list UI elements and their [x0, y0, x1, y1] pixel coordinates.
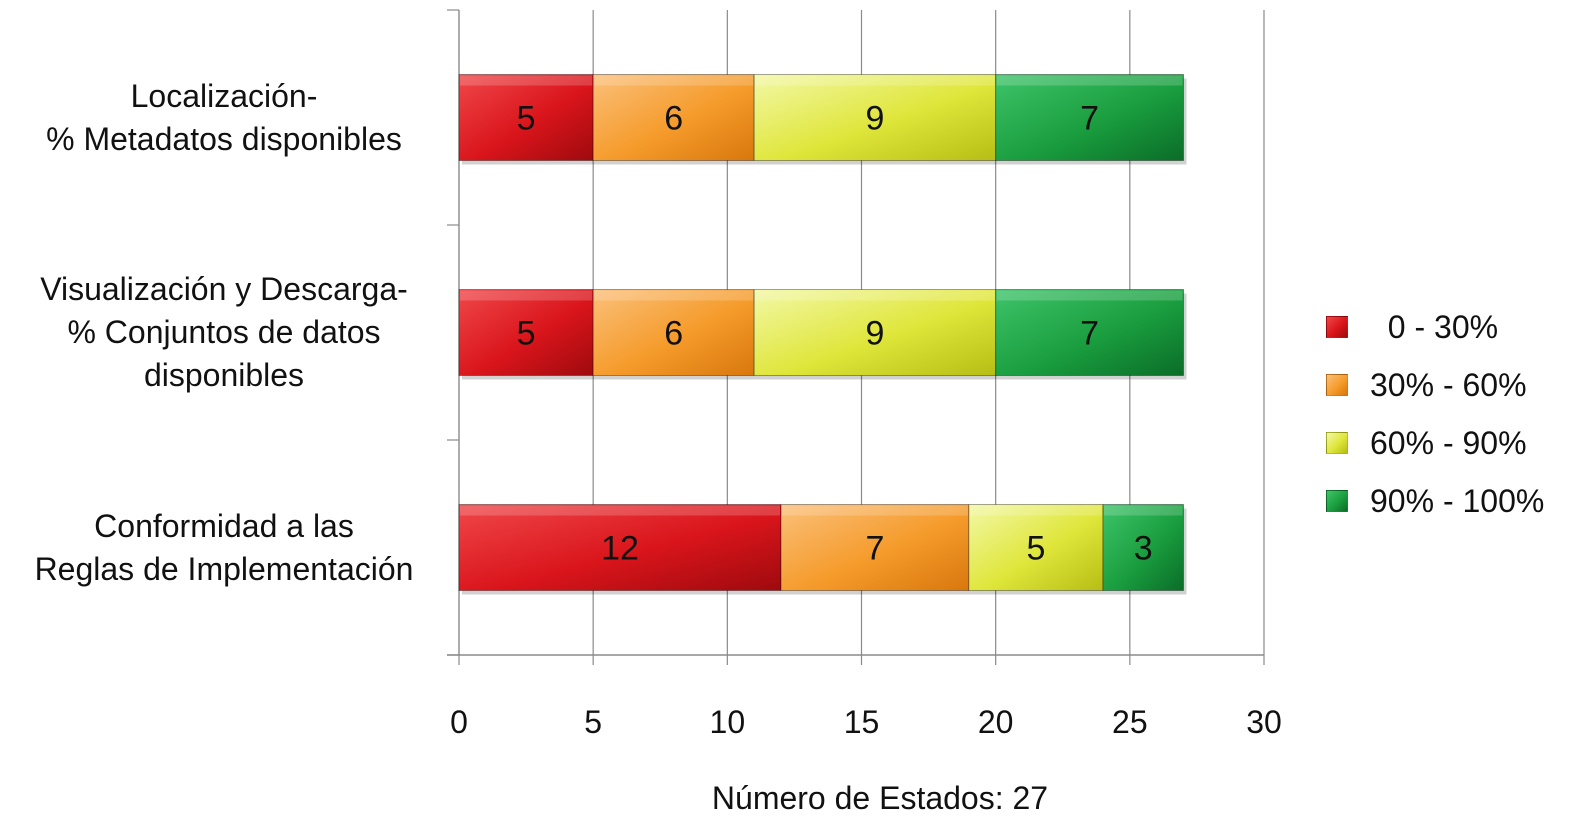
bar-segment-1-3 — [753, 74, 997, 161]
bars: 5 6 9 7 5 6 9 7 12 7 5 3 — [458, 74, 1187, 595]
bar-segment-2-3 — [753, 289, 997, 376]
x-tick-label: 20 — [978, 704, 1014, 740]
bar-highlight — [782, 505, 968, 516]
category-label-line: % Conjuntos de datos — [67, 314, 381, 350]
bar-highlight — [594, 75, 754, 86]
bar-highlight — [460, 290, 593, 301]
x-tick-label: 25 — [1112, 704, 1148, 740]
bar-segment-3-4 — [1102, 504, 1184, 591]
category-label-line: disponibles — [143, 357, 305, 393]
bar-segment-3-3 — [968, 504, 1104, 591]
bar-highlight — [755, 75, 995, 86]
legend-swatch — [1326, 432, 1348, 454]
legend-label: 90% - 100% — [1370, 482, 1545, 519]
data-label: 7 — [865, 530, 884, 568]
bar-segment-2-2 — [592, 289, 755, 376]
data-label: 5 — [517, 100, 536, 138]
bar-segment-3-2 — [780, 504, 970, 591]
category-label: Visualización y Descarga- % Conjuntos de … — [0, 268, 448, 397]
bar-highlight — [996, 290, 1183, 301]
legend: 0 - 30% 30% - 60% 60% - 90% 90% - 100% — [1326, 298, 1544, 530]
x-tick-labels: 0 5 10 15 20 25 30 — [450, 704, 1282, 740]
bar-segment-1-1 — [458, 74, 594, 161]
data-label: 6 — [664, 100, 683, 138]
bar-highlight — [1104, 505, 1183, 516]
legend-swatch — [1326, 316, 1348, 338]
bar-highlight — [460, 75, 593, 86]
bar-highlight — [996, 75, 1183, 86]
legend-label: 60% - 90% — [1370, 424, 1527, 461]
x-tick-label: 0 — [450, 704, 468, 740]
x-axis-title: Número de Estados: 27 — [711, 780, 1049, 816]
bar-segment-2-4 — [995, 289, 1185, 376]
category-label: Localización- % Metadatos disponibles — [0, 75, 448, 161]
bar-segment-3-1 — [458, 504, 782, 591]
x-tick-label: 30 — [1246, 704, 1282, 740]
legend-swatch — [1326, 490, 1348, 512]
bar-highlight — [594, 290, 754, 301]
data-label: 12 — [601, 530, 639, 568]
data-label: 7 — [1080, 315, 1099, 353]
category-label-line: Reglas de Implementación — [34, 550, 414, 587]
data-label: 3 — [1134, 530, 1153, 568]
bar-segment-2-1 — [458, 289, 594, 376]
x-tick-label: 5 — [584, 704, 602, 740]
bar-highlight — [969, 505, 1102, 516]
legend-item: 60% - 90% — [1326, 414, 1544, 472]
bar-segment-1-2 — [592, 74, 755, 161]
bar-segment-1-4 — [995, 74, 1185, 161]
bar-highlight — [460, 505, 780, 516]
category-label-line: Conformidad a las — [94, 507, 354, 544]
category-label-line: Visualización y Descarga- — [40, 271, 408, 307]
data-label: 5 — [1026, 530, 1045, 568]
data-label: 7 — [1080, 100, 1099, 138]
legend-label: 0 - 30% — [1370, 308, 1499, 345]
legend-item: 0 - 30% — [1326, 298, 1544, 356]
x-tick-label: 10 — [710, 704, 746, 740]
legend-swatch — [1326, 374, 1348, 396]
data-label: 5 — [517, 315, 536, 353]
category-label: Conformidad a las Reglas de Implementació… — [0, 505, 448, 591]
data-label: 9 — [865, 315, 884, 353]
legend-item: 90% - 100% — [1326, 472, 1544, 530]
legend-label: 30% - 60% — [1370, 366, 1527, 403]
data-label: 6 — [664, 315, 683, 353]
bar-highlight — [755, 290, 995, 301]
category-label-line: % Metadatos disponibles — [46, 120, 402, 157]
data-label: 9 — [865, 100, 884, 138]
legend-item: 30% - 60% — [1326, 356, 1544, 414]
category-label-line: Localización- — [130, 77, 318, 114]
x-tick-label: 15 — [844, 704, 880, 740]
